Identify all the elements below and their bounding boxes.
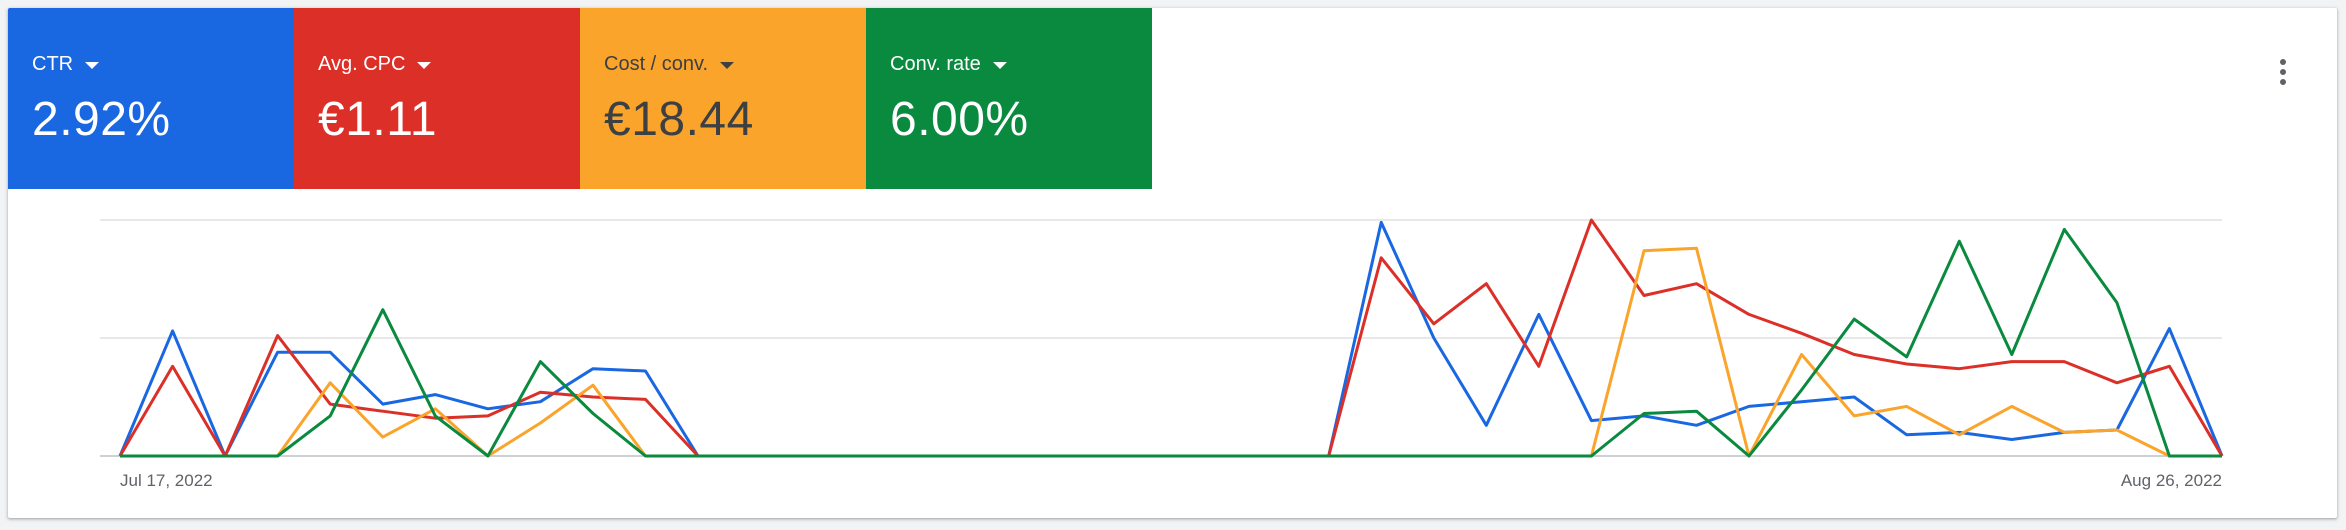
more-vert-icon-dot bbox=[2280, 79, 2286, 85]
metric-label: Conv. rate bbox=[890, 53, 981, 75]
series-line-2 bbox=[120, 246, 2222, 458]
series-line-3 bbox=[120, 227, 2222, 458]
chart-series bbox=[118, 218, 2224, 458]
series-line-0 bbox=[118, 220, 2224, 458]
dropdown-arrow-icon bbox=[720, 61, 735, 69]
dropdown-arrow-icon bbox=[85, 61, 100, 69]
dropdown-arrow-icon bbox=[417, 61, 432, 69]
more-options-button[interactable] bbox=[2271, 52, 2295, 92]
metric-label: Avg. CPC bbox=[318, 53, 406, 75]
more-vert-icon-dot bbox=[2280, 69, 2286, 75]
metric-label-row: Conv. rate bbox=[890, 52, 1152, 76]
x-axis-start-label: Jul 17, 2022 bbox=[120, 471, 213, 490]
metric-label-row: Cost / conv. bbox=[604, 52, 866, 76]
metric-value: €1.11 bbox=[318, 93, 438, 146]
metric-tabs: CTR 2.92% Avg. CPC €1.11 Cost / conv. €18.44 C… bbox=[8, 8, 1152, 189]
metric-tab-avg-cpc[interactable]: Avg. CPC €1.11 bbox=[294, 8, 580, 189]
line-chart: Jul 17, 2022 Aug 26, 2022 bbox=[100, 218, 2224, 490]
metric-value: 6.00% bbox=[890, 93, 1029, 146]
metric-label: Cost / conv. bbox=[604, 53, 709, 75]
dropdown-arrow-icon bbox=[992, 61, 1007, 69]
chart-gridlines bbox=[100, 219, 2222, 457]
metric-label: CTR bbox=[32, 53, 74, 75]
performance-chart-card: CTR 2.92% Avg. CPC €1.11 Cost / conv. €18.44 C… bbox=[8, 8, 2337, 518]
metric-tab-ctr[interactable]: CTR 2.92% bbox=[8, 8, 294, 189]
metric-tab-conv-rate[interactable]: Conv. rate 6.00% bbox=[866, 8, 1152, 189]
metric-label-row: Avg. CPC bbox=[318, 52, 580, 76]
x-axis-end-label: Aug 26, 2022 bbox=[2121, 471, 2222, 490]
more-vert-icon bbox=[2280, 59, 2286, 65]
metric-label-row: CTR bbox=[32, 52, 294, 76]
metric-value: €18.44 bbox=[604, 93, 754, 146]
metric-tab-cost-conv[interactable]: Cost / conv. €18.44 bbox=[580, 8, 866, 189]
metric-value: 2.92% bbox=[32, 93, 171, 146]
